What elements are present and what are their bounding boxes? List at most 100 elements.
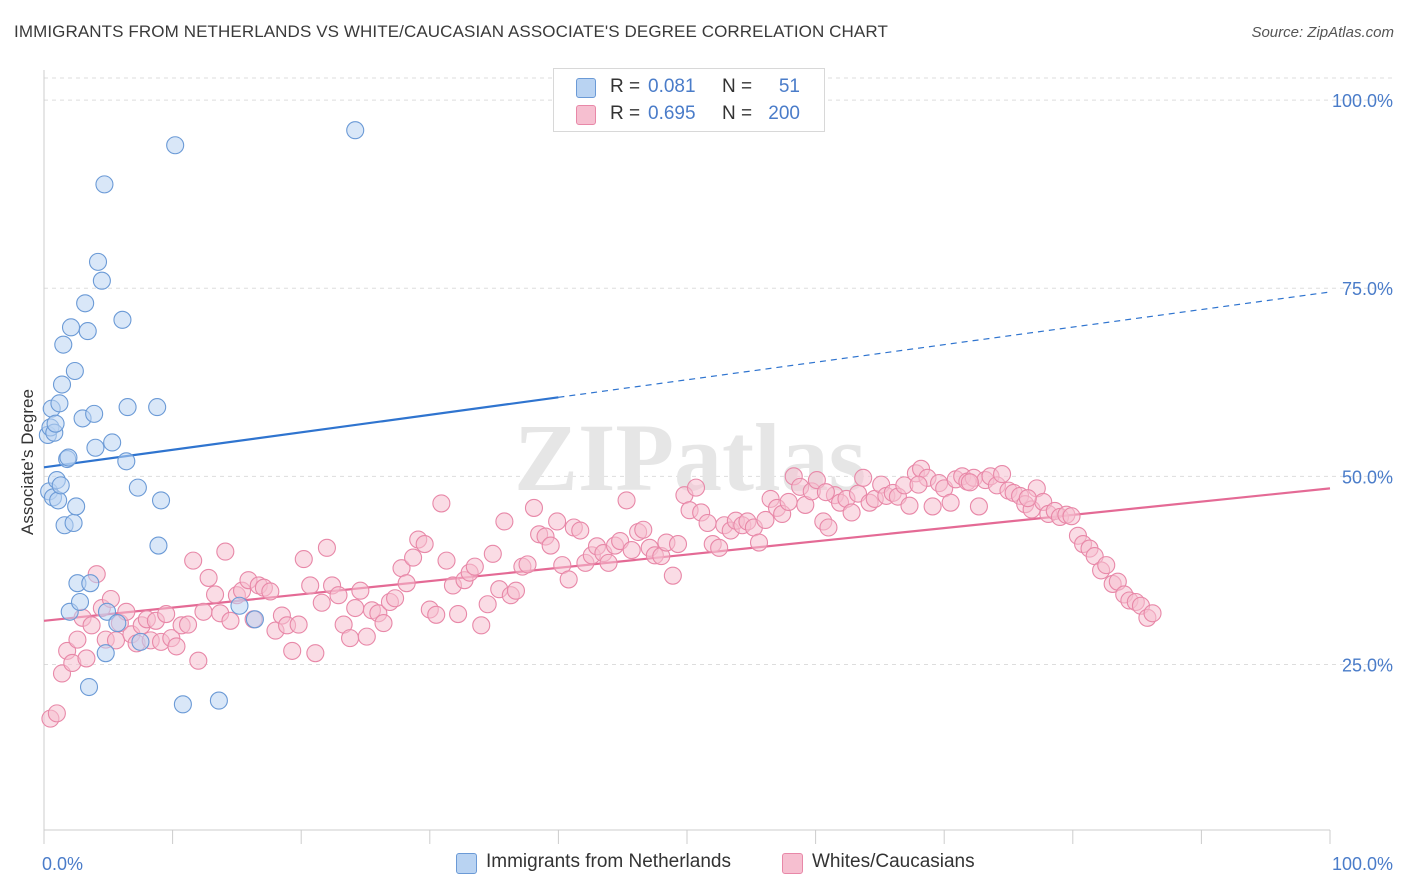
n-value: 200 [768,103,800,124]
whites-point [1097,556,1116,575]
whites-point [397,574,416,593]
whites-point [749,533,769,552]
whites-point [779,492,798,511]
whites-point [306,644,325,663]
whites-point [312,593,331,612]
netherlands-point [103,433,122,452]
whites-point [819,518,838,537]
netherlands-point [245,610,264,629]
netherlands-point [70,592,90,612]
netherlands-point [78,322,97,341]
y-tick-label: 75.0% [1342,279,1393,299]
whites-point [47,704,66,723]
netherlands-point [54,335,73,354]
n-value: 51 [778,76,800,97]
whites-point [524,498,544,517]
whites-point [449,604,468,624]
netherlands-point [151,491,171,510]
netherlands-point [108,614,127,633]
netherlands-point [148,398,167,417]
netherlands-point [76,294,95,313]
whites-point [617,491,636,510]
whites-point [427,605,446,624]
whites-point [686,478,706,497]
legend-row-pink: R = 0.695 N = 200 [554,102,824,128]
blue-swatch [576,78,596,98]
whites-point [82,616,101,635]
whites-point [495,512,514,531]
whites-point [432,494,451,513]
whites-point [993,465,1012,484]
netherlands-point [81,574,100,593]
whites-point [900,496,919,515]
whites-point [518,555,537,574]
netherlands-point [59,448,78,467]
netherlands-point [346,121,365,140]
whites-point [357,627,376,646]
whites-point [559,570,578,589]
whites-point [668,535,688,554]
source-attribution: Source: ZipAtlas.com [1251,24,1394,41]
whites-trend-line [43,487,1331,622]
r-label: R = [610,76,641,97]
x-tick-label: 100.0% [1332,854,1393,874]
whites-point [756,510,775,530]
whites-point [289,615,308,634]
whites-point [199,568,218,587]
netherlands-point [51,476,70,495]
n-label: N = [722,103,753,124]
whites-point [1062,507,1081,526]
whites-point [478,595,497,614]
netherlands-point [149,536,168,555]
tick-labels: 25.0% 50.0% 75.0% 100.0% 0.0% 100.0% [42,91,1393,874]
whites-point [404,548,423,567]
whites-point [807,471,826,490]
netherlands-point [166,136,185,155]
whites-point [317,538,336,557]
whites-point [184,551,203,570]
r-value: 0.081 [648,76,696,97]
whites-point [941,493,960,512]
x-tick-label: 0.0% [42,854,83,874]
y-axis-label: Associate's Degree [18,389,37,535]
legend-label: Whites/Caucasians [812,851,975,872]
whites-point [301,576,320,595]
netherlands-point [128,478,147,497]
whites-point [622,541,641,560]
netherlands-point [209,691,228,710]
whites-point [969,497,988,516]
netherlands-point [92,271,111,290]
netherlands-point [52,375,72,394]
netherlands-point [97,602,117,621]
whites-point [842,503,861,522]
whites-point [472,616,491,635]
whites-point [329,586,348,605]
netherlands-point [86,438,105,457]
whites-point [599,553,618,572]
stats-legend: R = 0.081 N = 51 R = 0.695 N = 200 [553,68,825,132]
whites-point [1143,604,1162,623]
netherlands-point [118,398,137,417]
netherlands-point [61,318,81,337]
netherlands-point [113,310,132,329]
legend-label: Immigrants from Netherlands [486,851,731,872]
whites-point [221,611,240,630]
netherlands-point [88,252,108,271]
whites-point [415,535,434,554]
whites-point [663,566,682,585]
whites-point [167,637,186,656]
whites-point [77,649,96,668]
netherlands-point [95,175,114,194]
netherlands-point [117,452,136,471]
whites-point [634,520,653,539]
whites-point [374,614,393,633]
legend-row-blue: R = 0.081 N = 51 [554,75,824,101]
whites-point [294,550,313,569]
whites-point [283,641,302,660]
netherlands-point [173,695,192,714]
whites-point [386,589,405,608]
whites-point [571,521,590,540]
whites-point [698,513,717,533]
whites-point [205,585,225,604]
